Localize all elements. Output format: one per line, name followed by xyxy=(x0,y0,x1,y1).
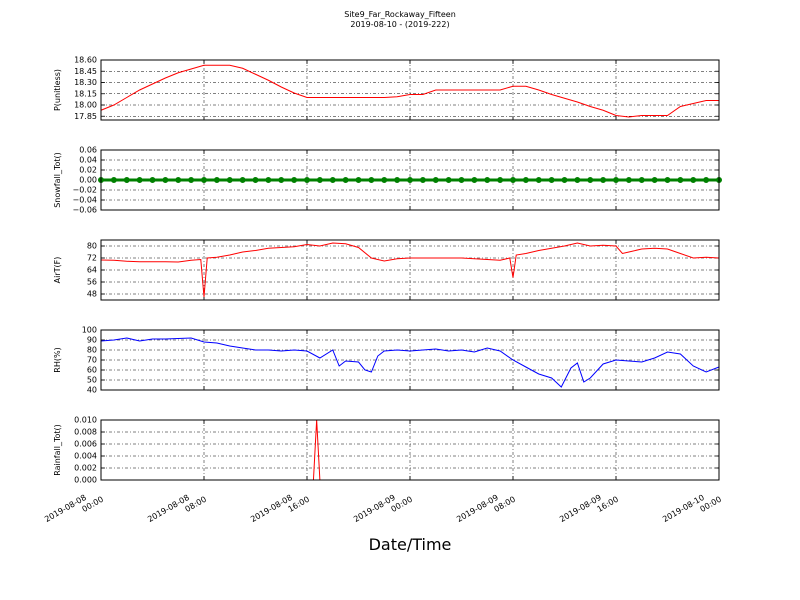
data-marker xyxy=(110,177,117,183)
data-marker xyxy=(432,177,439,183)
y-tick-label: 0.06 xyxy=(79,146,97,155)
data-marker xyxy=(510,177,516,183)
y-tick-label: 0.004 xyxy=(74,452,97,461)
y-tick-label: 0.04 xyxy=(79,156,97,165)
data-marker xyxy=(458,177,465,183)
y-tick-label: 0.002 xyxy=(74,464,97,473)
data-marker xyxy=(252,177,259,183)
data-marker xyxy=(136,177,143,183)
data-marker xyxy=(329,177,336,183)
data-marker xyxy=(407,177,413,183)
y-tick-label: 60 xyxy=(87,366,97,375)
data-marker xyxy=(394,177,401,183)
data-marker xyxy=(535,177,542,183)
y-tick-label: −0.04 xyxy=(72,196,97,205)
data-line xyxy=(100,337,720,388)
data-marker xyxy=(175,177,182,183)
data-marker xyxy=(419,177,426,183)
plot-frame xyxy=(100,149,720,211)
y-tick-label: 0.02 xyxy=(79,166,97,175)
data-marker xyxy=(355,177,362,183)
data-marker xyxy=(600,177,607,183)
y-tick-label: 40 xyxy=(87,386,97,395)
data-marker xyxy=(497,177,504,183)
data-marker xyxy=(304,177,310,183)
data-marker xyxy=(278,177,285,183)
data-marker xyxy=(162,177,169,183)
y-tick-label: −0.02 xyxy=(72,186,97,195)
data-marker xyxy=(703,177,710,183)
data-line xyxy=(100,242,720,298)
y-tick-label: 56 xyxy=(87,278,97,287)
y-tick-label: −0.06 xyxy=(72,206,97,215)
y-tick-label: 50 xyxy=(87,376,97,385)
y-tick-label: 48 xyxy=(87,290,97,299)
y-tick-label: 18.15 xyxy=(74,89,97,98)
y-tick-label: 18.30 xyxy=(74,78,97,87)
data-marker xyxy=(201,177,207,183)
data-line xyxy=(100,64,719,118)
y-tick-label: 64 xyxy=(87,266,97,275)
data-marker xyxy=(613,177,619,183)
data-marker xyxy=(123,177,130,183)
data-marker xyxy=(226,177,233,183)
y-tick-label: 80 xyxy=(87,346,97,355)
y-axis-label: P(unitless) xyxy=(53,69,62,111)
data-marker xyxy=(484,177,491,183)
y-tick-label: 100 xyxy=(82,326,97,335)
y-tick-label: 18.45 xyxy=(74,67,97,76)
plot-frame xyxy=(100,59,720,121)
data-marker xyxy=(561,177,568,183)
y-axis-label: Snowfall_Tot() xyxy=(53,152,62,208)
y-tick-label: 0.008 xyxy=(74,428,97,437)
y-tick-label: 90 xyxy=(87,336,97,345)
y-axis-label: Rainfall_Tot() xyxy=(53,424,62,476)
data-marker xyxy=(188,177,195,183)
y-tick-label: 18.60 xyxy=(74,56,97,65)
y-axis-label: AirT(F) xyxy=(53,257,62,284)
data-marker xyxy=(316,177,323,183)
plot-frame xyxy=(100,239,720,301)
y-tick-label: 18.00 xyxy=(74,101,97,110)
data-marker xyxy=(445,177,452,183)
data-marker xyxy=(548,177,555,183)
data-marker xyxy=(265,177,272,183)
data-marker xyxy=(239,177,246,183)
data-marker xyxy=(291,177,298,183)
y-axis-label: RH(%) xyxy=(53,347,62,372)
chart-title: Site9_Far_Rockaway_Fifteen xyxy=(344,10,456,19)
data-marker xyxy=(638,177,645,183)
y-tick-label: 0.000 xyxy=(74,476,97,485)
data-marker xyxy=(651,177,658,183)
data-marker xyxy=(690,177,697,183)
chart-subtitle: 2019-08-10 - (2019-222) xyxy=(350,20,449,29)
y-tick-label: 0.010 xyxy=(74,416,97,425)
data-marker xyxy=(625,177,632,183)
data-marker xyxy=(677,177,684,183)
plot-frame xyxy=(100,419,720,481)
data-marker xyxy=(381,177,388,183)
y-tick-label: 17.85 xyxy=(74,112,97,121)
data-marker xyxy=(471,177,478,183)
data-marker xyxy=(342,177,349,183)
y-tick-label: 0.00 xyxy=(79,176,97,185)
y-tick-label: 0.006 xyxy=(74,440,97,449)
y-tick-label: 72 xyxy=(87,254,97,263)
data-marker xyxy=(574,177,581,183)
data-marker xyxy=(587,177,594,183)
data-marker xyxy=(368,177,375,183)
x-axis-label: Date/Time xyxy=(369,535,452,554)
y-tick-label: 80 xyxy=(87,242,97,251)
data-marker xyxy=(522,177,529,183)
data-marker xyxy=(664,177,671,183)
data-marker xyxy=(213,177,220,183)
plot-frame xyxy=(100,329,720,391)
data-marker xyxy=(149,177,156,183)
y-tick-label: 70 xyxy=(87,356,97,365)
